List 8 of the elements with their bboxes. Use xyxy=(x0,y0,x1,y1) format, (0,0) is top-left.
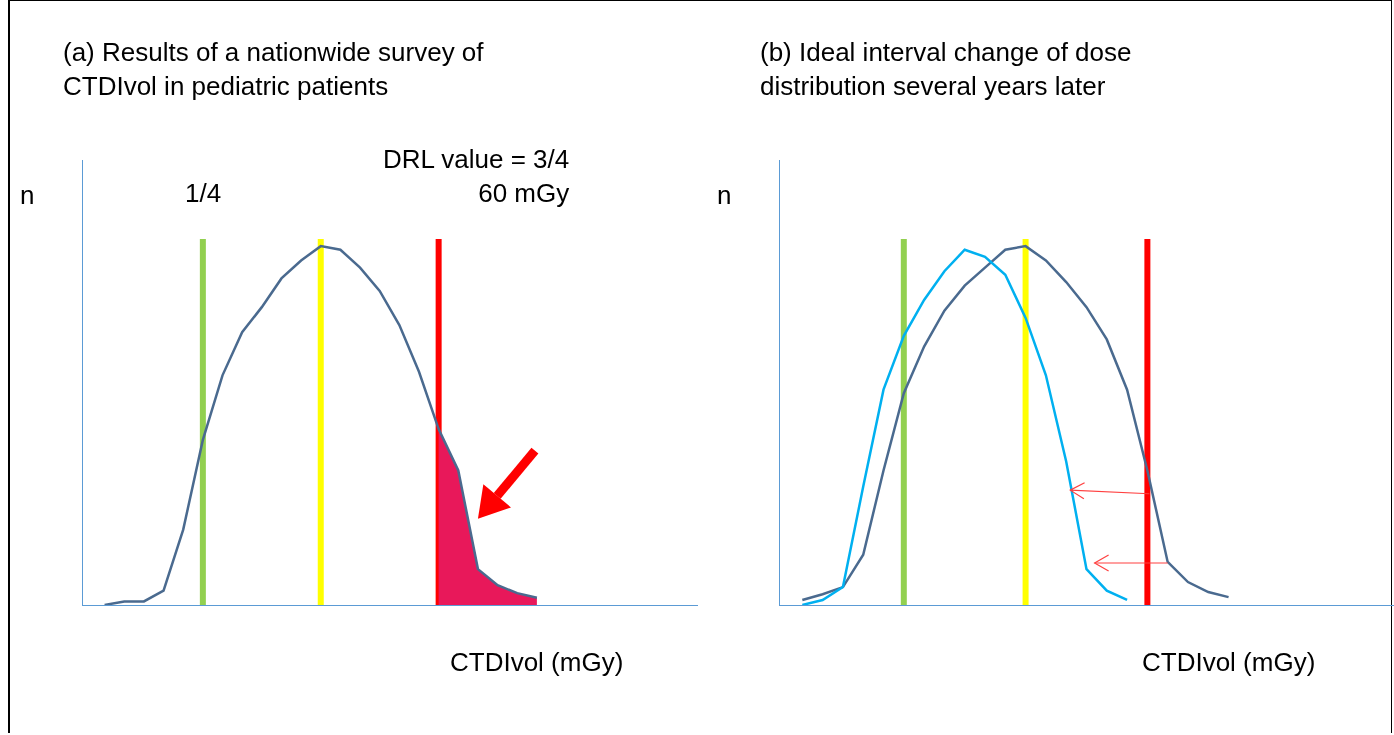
y-axis-title: n xyxy=(717,180,732,210)
chart-title: (b) Ideal interval change of dose distribution several years later xyxy=(760,37,1132,101)
x-axis-title: CTDIvol (mGy) xyxy=(1142,647,1316,677)
text: DRL value = 3/4 60 mGy xyxy=(383,144,570,208)
text: 1/4 xyxy=(185,178,222,208)
x-axis-title: CTDIvol (mGy) xyxy=(450,647,624,677)
y-axis-title: n xyxy=(20,180,35,210)
chart-title: (a) Results of a nationwide survey of CTDIvol in pediatric patients xyxy=(63,37,485,101)
